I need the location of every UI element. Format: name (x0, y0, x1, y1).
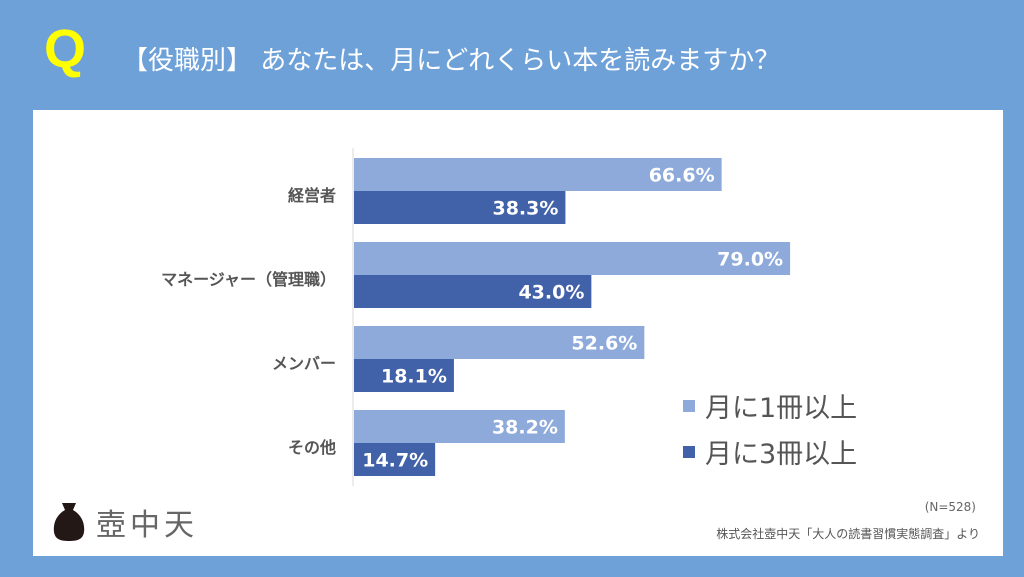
bar (354, 443, 436, 476)
category-label: マネージャー（管理職） (161, 270, 336, 289)
data-label: 18.1% (381, 366, 447, 388)
legend-item-1: 月に1冊以上 (683, 386, 857, 425)
source-note: 株式会社壺中天「大人の読書習慣実態調査」より (716, 527, 980, 541)
legend-label: 月に3冊以上 (705, 439, 858, 470)
company-logo: 壺中天 (52, 500, 198, 544)
category-label: 経営者 (287, 186, 336, 205)
q-mark: Q (44, 19, 87, 79)
data-label: 14.7% (362, 450, 428, 472)
logo-text: 壺中天 (96, 508, 198, 543)
data-label: 79.0% (717, 249, 783, 271)
category-label: その他 (287, 438, 336, 457)
sample-size: (N=528) (924, 500, 976, 514)
data-label: 38.2% (492, 417, 558, 439)
bar (354, 191, 566, 224)
legend-item-2: 月に3冊以上 (683, 432, 857, 471)
bar (354, 410, 565, 443)
data-label: 43.0% (518, 282, 584, 304)
legend-swatch (683, 445, 695, 458)
legend-swatch (683, 399, 695, 412)
page-title: 【役職別】 あなたは、月にどれくらい本を読みますか？ (122, 46, 781, 76)
bar (354, 158, 722, 191)
data-label: 66.6% (649, 165, 715, 187)
data-label: 38.3% (492, 198, 558, 220)
bar (354, 242, 791, 275)
bar (354, 275, 592, 308)
category-label: メンバー (271, 354, 336, 373)
bar (354, 326, 645, 359)
bar (354, 359, 454, 392)
jar-icon (53, 503, 85, 541)
data-label: 52.6% (571, 333, 637, 355)
legend-label: 月に1冊以上 (705, 393, 858, 424)
